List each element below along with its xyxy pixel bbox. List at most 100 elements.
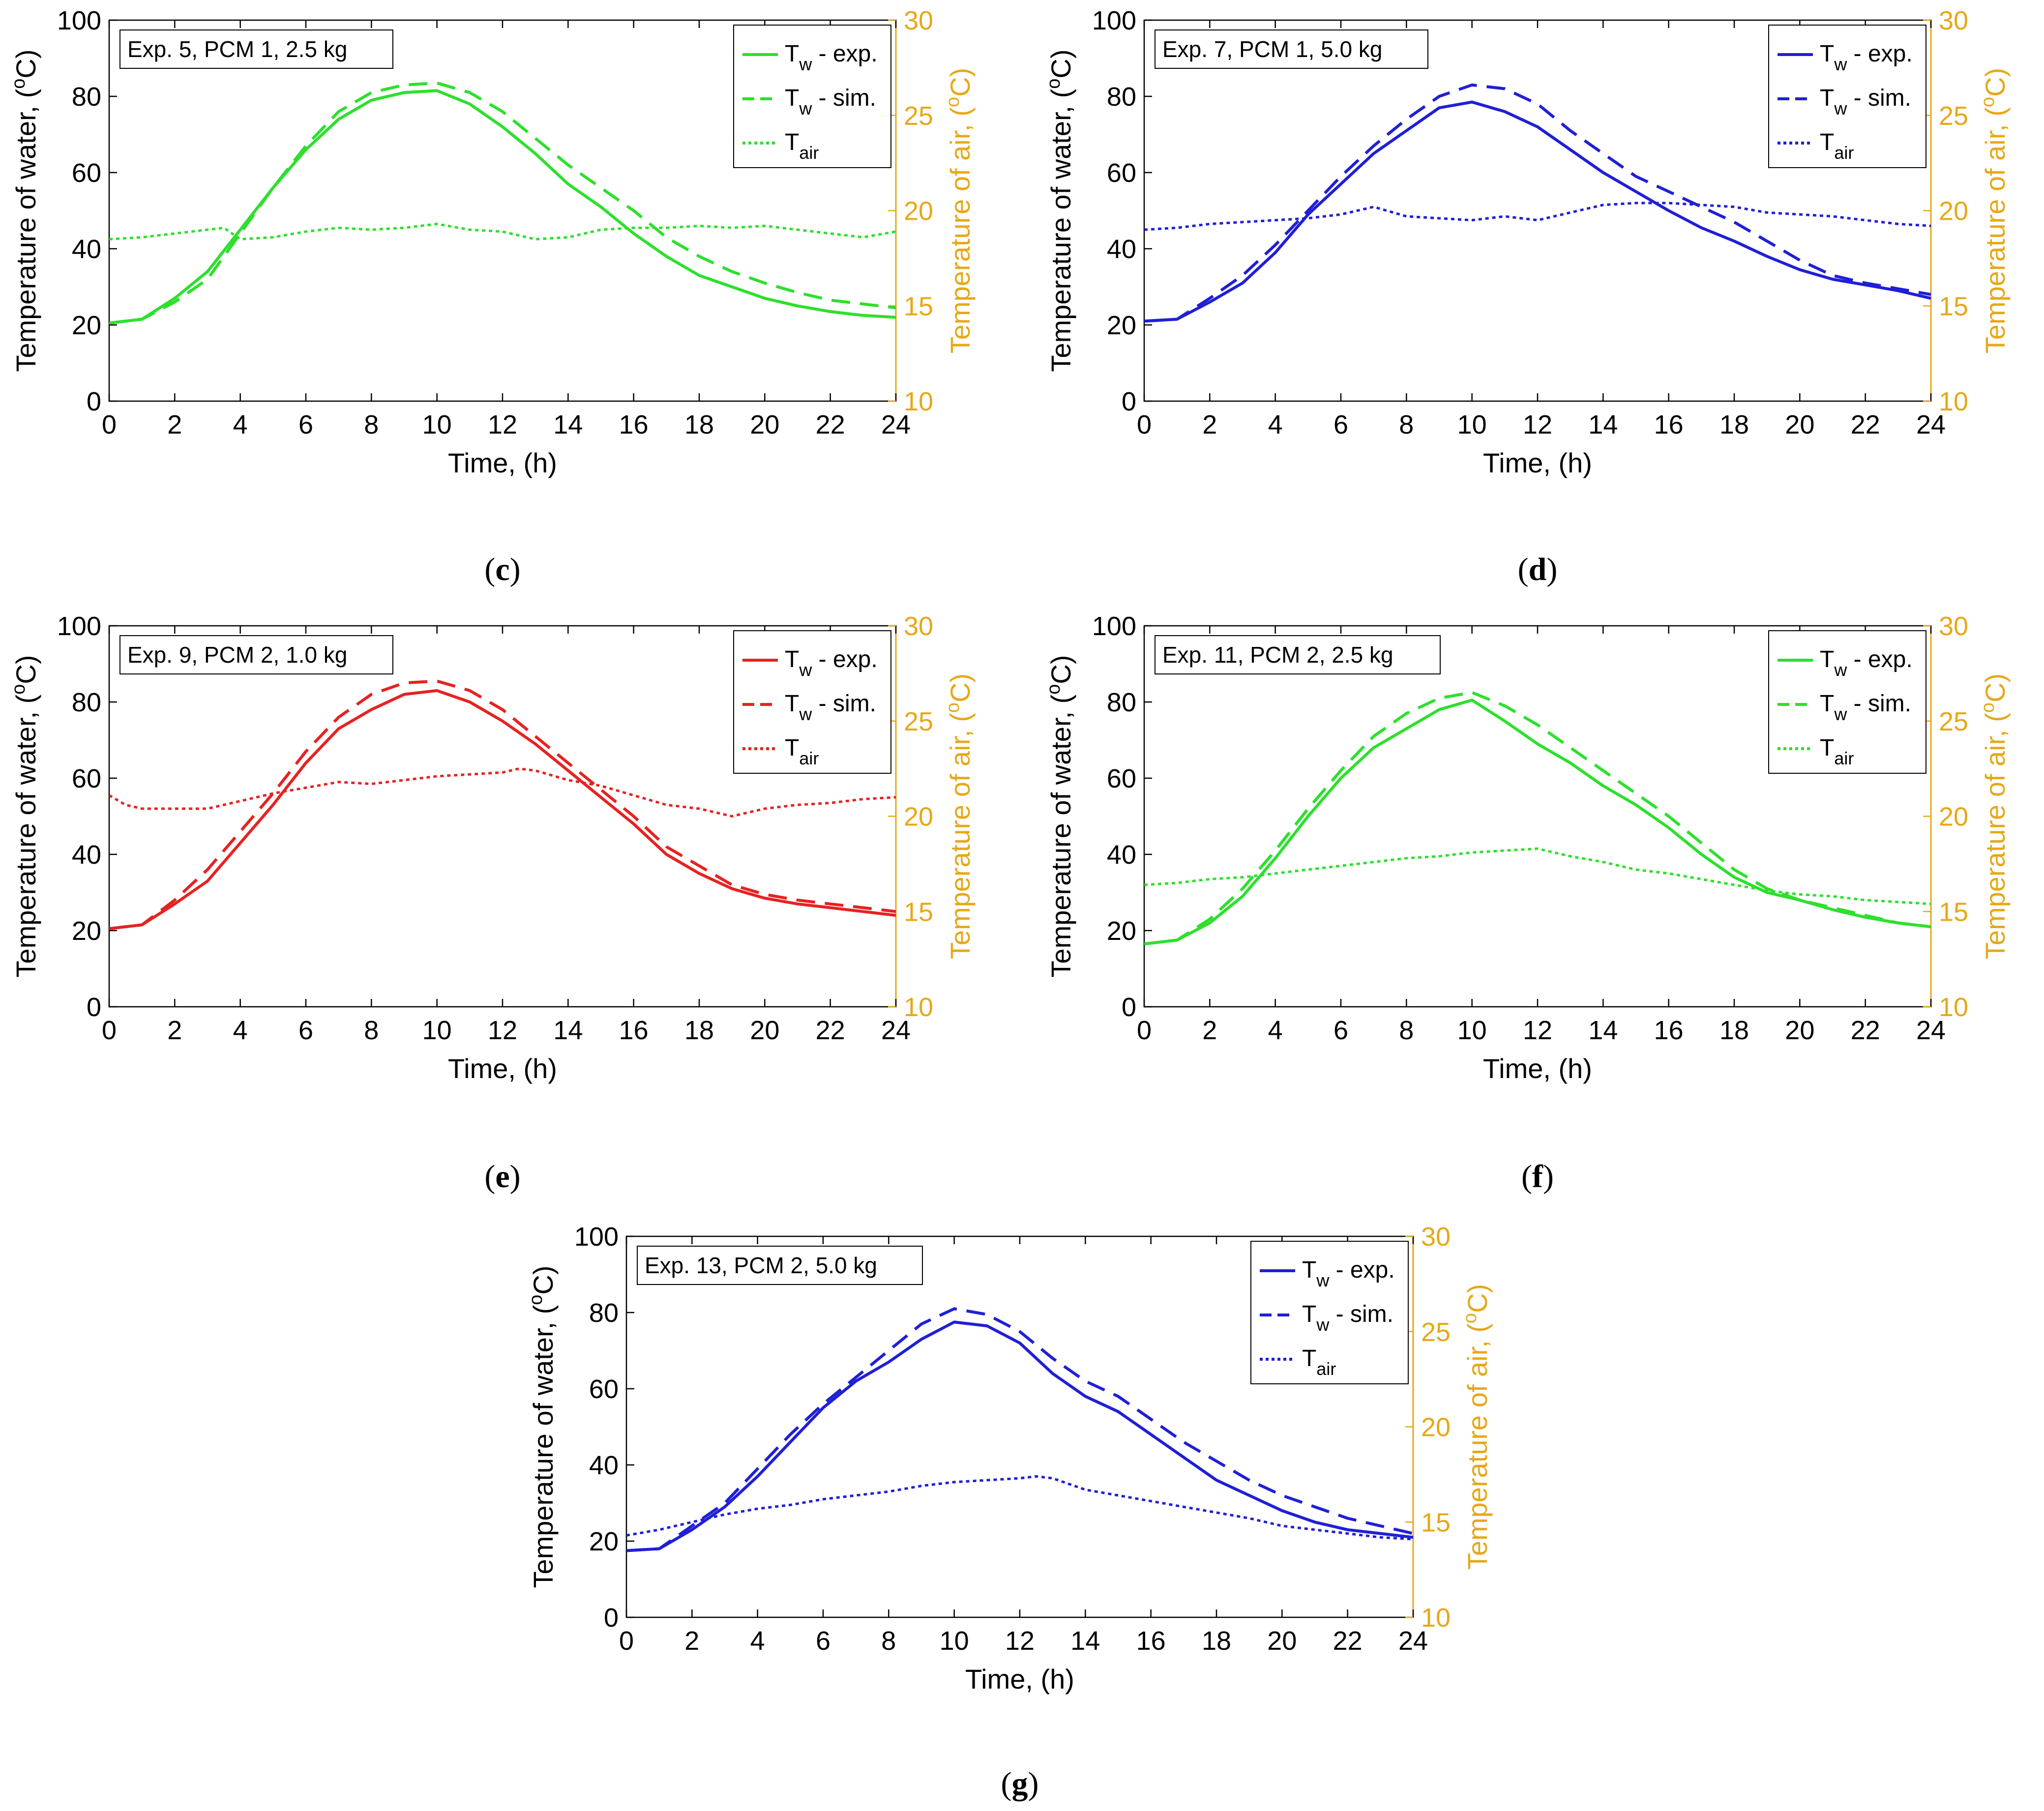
- panel-d: 0 2 4 6 8 10 12 14 16 18 20 22 240204060801001015202…: [1043, 6, 2011, 587]
- x-tick-label: 16: [619, 1016, 649, 1045]
- x-tick-label: 20: [1785, 410, 1814, 439]
- series-line-solid: [109, 89, 896, 325]
- y-tick-label: 100: [1092, 612, 1136, 641]
- x-tick-label: 8: [1399, 410, 1414, 439]
- y-tick-label: 80: [1107, 82, 1136, 112]
- x-tick-label: 4: [233, 1016, 248, 1045]
- x-tick-label: 22: [816, 1016, 845, 1045]
- x-tick-label: 18: [1719, 1016, 1749, 1045]
- x-tick-label: 2: [167, 410, 182, 439]
- x-tick-label: 6: [816, 1626, 830, 1656]
- panel-caption: (e): [484, 1159, 520, 1195]
- legend-label: Tair: [785, 129, 819, 163]
- x-tick-label: 4: [233, 410, 248, 439]
- x-tick-label: 2: [684, 1626, 699, 1656]
- x-tick-label: 24: [881, 1016, 911, 1045]
- y-tick-label: 100: [57, 612, 101, 641]
- y2-tick-label: 15: [904, 897, 933, 927]
- x-axis-label: Time, (h): [965, 1664, 1074, 1694]
- x-tick-label: 14: [553, 1016, 583, 1045]
- series-line-dotted: [1144, 202, 1931, 231]
- x-tick-label: 8: [1399, 1016, 1414, 1045]
- x-tick-label: 20: [750, 410, 779, 439]
- legend-label: Tair: [1302, 1345, 1336, 1379]
- y-tick-label: 40: [1107, 234, 1136, 264]
- y2-tick-label: 25: [904, 101, 933, 131]
- y2-axis-label: Temperature of air, (oC): [943, 68, 976, 353]
- legend-box: [1768, 630, 1926, 774]
- panel-caption: (c): [484, 552, 520, 587]
- x-tick-label: 0: [102, 1016, 117, 1045]
- x-tick-label: 8: [364, 410, 379, 439]
- annotation-text: Exp. 7, PCM 1, 5.0 kg: [1162, 36, 1382, 62]
- x-tick-label: 16: [1136, 1626, 1166, 1656]
- x-tick-label: 12: [488, 410, 517, 439]
- legend-box: [733, 25, 891, 168]
- x-tick-label: 6: [1333, 410, 1348, 439]
- y2-axis-label: Temperature of air, (oC): [943, 673, 976, 959]
- x-tick-label: 18: [1202, 1626, 1231, 1656]
- x-axis-label: Time, (h): [1483, 447, 1592, 478]
- legend-label: Tw - exp.: [1820, 646, 1913, 680]
- x-tick-label: 16: [1654, 1016, 1684, 1045]
- x-tick-label: 2: [1202, 410, 1217, 439]
- y-tick-label: 0: [604, 1603, 619, 1633]
- x-tick-label: 22: [1851, 410, 1880, 439]
- y2-tick-label: 10: [1939, 993, 1968, 1022]
- y2-tick-label: 20: [1421, 1413, 1451, 1442]
- x-tick-label: 10: [422, 410, 452, 439]
- y-tick-label: 60: [1107, 764, 1136, 793]
- y2-tick-label: 25: [1939, 101, 1968, 131]
- series-line-dashed: [1144, 83, 1931, 323]
- annotation-box: [637, 1246, 923, 1285]
- panel-e: 0 2 4 6 8 10 12 14 16 18 20 22 240204060801001015202…: [8, 612, 976, 1195]
- y-tick-label: 20: [1107, 311, 1136, 340]
- y2-tick-label: 30: [1939, 612, 1968, 641]
- series-line-dotted: [626, 1475, 1413, 1541]
- series-line-solid: [626, 1320, 1413, 1552]
- y2-tick-label: 15: [904, 292, 933, 321]
- x-tick-label: 6: [1333, 1016, 1348, 1045]
- annotation-box: [119, 635, 393, 674]
- x-tick-label: 2: [167, 1016, 182, 1045]
- y-tick-label: 20: [1107, 916, 1136, 946]
- x-tick-label: 22: [1333, 1626, 1363, 1656]
- y-tick-label: 80: [72, 688, 101, 717]
- x-tick-label: 14: [1070, 1626, 1100, 1656]
- x-tick-label: 4: [1268, 410, 1283, 439]
- panel-caption: (d): [1518, 552, 1558, 587]
- y-tick-label: 80: [1107, 688, 1136, 717]
- annotation-text: Exp. 9, PCM 2, 1.0 kg: [127, 642, 347, 668]
- y-tick-label: 60: [589, 1374, 619, 1404]
- y-tick-label: 40: [72, 840, 101, 870]
- y-tick-label: 0: [87, 993, 101, 1022]
- y-axis-label: Temperature of water, (oC): [8, 49, 41, 372]
- x-tick-label: 18: [684, 410, 714, 439]
- y2-tick-label: 20: [904, 802, 933, 832]
- y-axis-label: Temperature of water, (oC): [1043, 49, 1076, 372]
- y2-axis-label: Temperature of air, (oC): [1978, 673, 2011, 959]
- y-tick-label: 20: [72, 311, 101, 340]
- series-line-solid: [1144, 100, 1931, 323]
- y2-tick-label: 10: [904, 993, 933, 1022]
- y-tick-label: 60: [1107, 158, 1136, 188]
- y2-tick-label: 15: [1421, 1508, 1451, 1537]
- y2-axis-label: Temperature of air, (oC): [1978, 68, 2011, 353]
- panel-caption: (f): [1521, 1159, 1554, 1195]
- x-tick-label: 14: [1588, 1016, 1618, 1045]
- x-tick-label: 24: [1916, 410, 1946, 439]
- y2-tick-label: 30: [904, 6, 933, 35]
- y-tick-label: 80: [72, 82, 101, 112]
- legend-label: Tw - exp.: [785, 646, 878, 680]
- x-tick-label: 24: [1398, 1626, 1428, 1656]
- x-tick-label: 16: [1654, 410, 1684, 439]
- x-axis-label: Time, (h): [448, 447, 557, 478]
- y-tick-label: 20: [72, 916, 101, 946]
- y2-tick-label: 30: [1939, 6, 1968, 35]
- legend-label: Tw - sim.: [1820, 85, 1911, 118]
- panel-c: 0 2 4 6 8 10 12 14 16 18 20 22 240204060801001015202…: [8, 6, 976, 587]
- y-tick-label: 0: [87, 387, 101, 416]
- y-tick-label: 100: [57, 6, 101, 35]
- y2-tick-label: 15: [1939, 897, 1968, 927]
